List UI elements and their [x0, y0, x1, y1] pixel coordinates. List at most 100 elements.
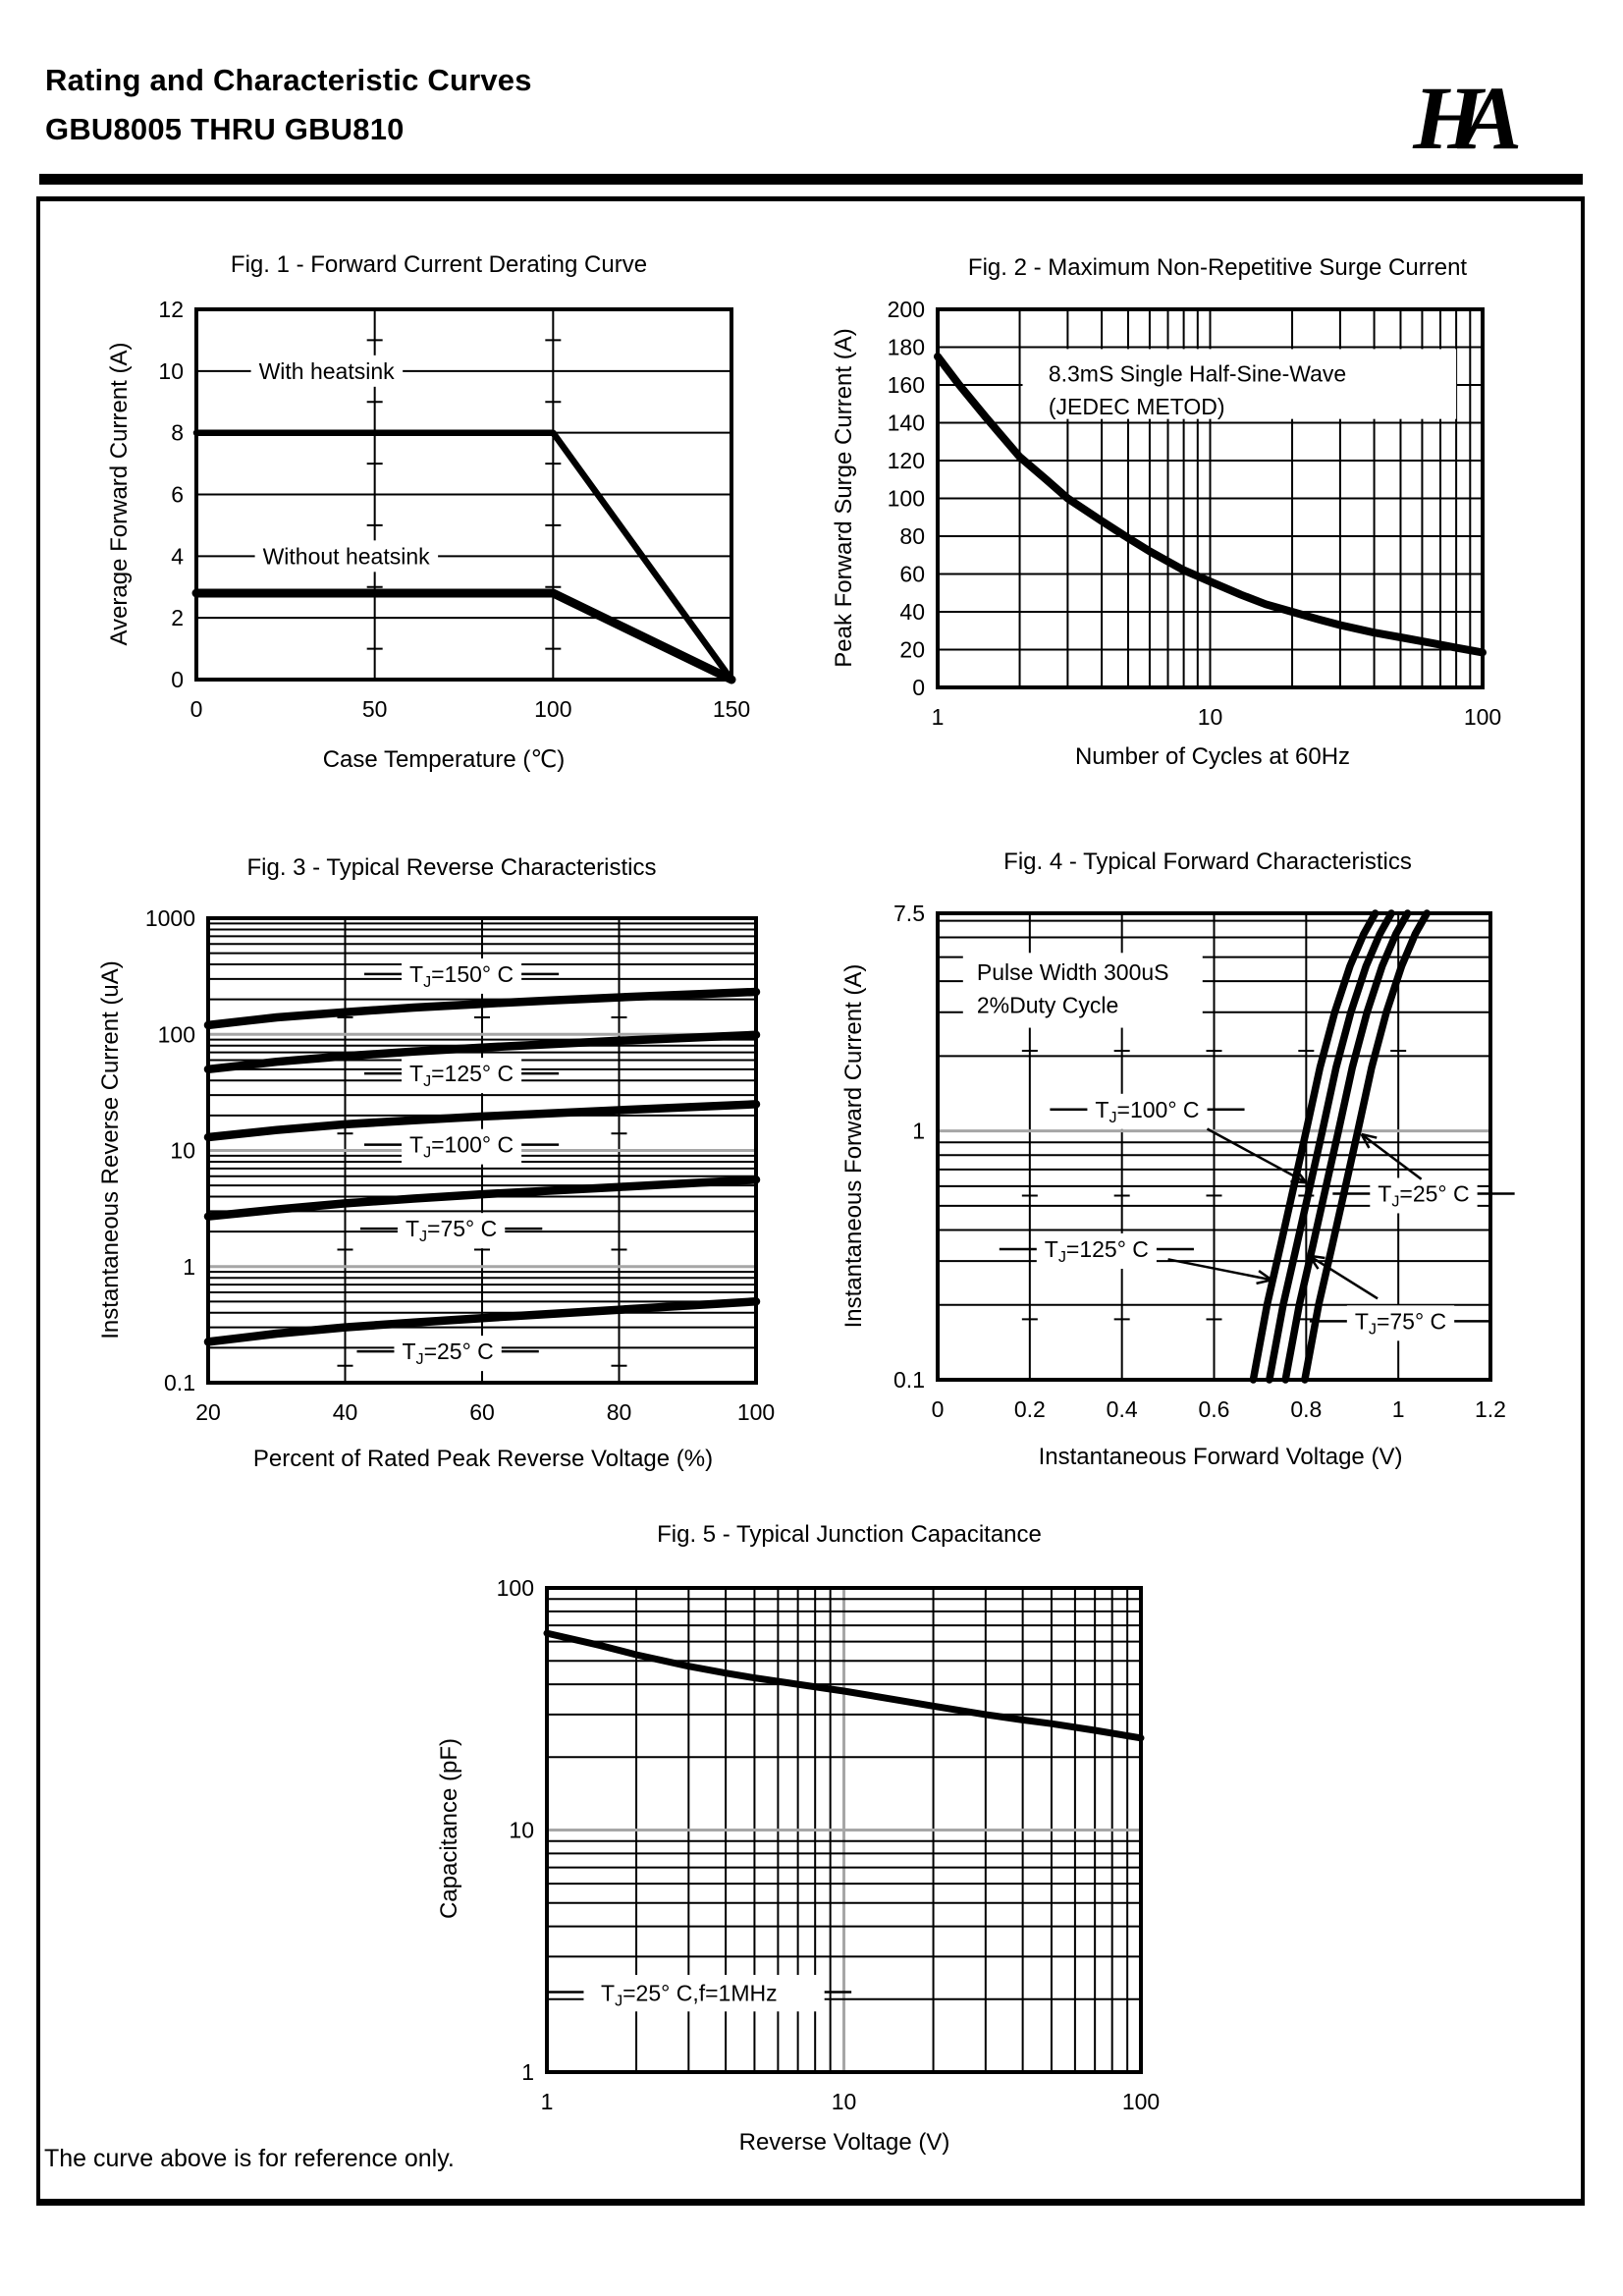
tick-labels: 0 0.2 0.4 0.6 0.8 1 1.2 0.1 1 7.5 [893, 901, 1506, 1422]
y-tick-label: 20 [899, 637, 925, 663]
x-tick-label: 60 [469, 1399, 495, 1425]
tick-labels: 1 10 100 0 20 40 60 80 100 120 140 160 180 200 [888, 297, 1502, 730]
y-tick-label: 80 [899, 523, 925, 549]
fig5-plot: TJ=25° C,f=1MHz 1 10 100 1 10 100 [497, 1575, 1161, 2114]
curve-without-heatsink [191, 588, 736, 684]
x-tick-label: 20 [195, 1399, 221, 1425]
figure-2-x-axis-title: Number of Cycles at 60Hz [1074, 743, 1351, 770]
series-label: TJ=75° C [359, 1213, 543, 1249]
x-tick-label: 10 [1198, 704, 1223, 730]
curve-with-heatsink [192, 429, 735, 683]
annotation-text: Pulse Width 300uS [977, 959, 1169, 985]
plot-border [194, 307, 733, 682]
curve-tj-150 [203, 987, 761, 1030]
y-tick-label: 140 [888, 410, 925, 436]
plot-border [936, 307, 1485, 689]
fig2-plot: 8.3mS Single Half-Sine-Wave (JEDEC METOD)… [888, 297, 1502, 730]
curve-junction-capacitance [543, 1629, 1145, 1742]
header-rule [39, 174, 1583, 185]
y-tick-label: 2 [171, 605, 184, 630]
annotation-text: TJ=25° C,f=1MHz [601, 1981, 778, 2010]
tick-labels: 0 50 100 150 0 2 4 6 8 10 12 [158, 297, 750, 722]
curves [203, 987, 761, 1346]
y-tick-label: 60 [899, 562, 925, 587]
curves [1249, 909, 1432, 1384]
company-logo: HA [1413, 68, 1522, 168]
x-tick-label: 100 [737, 1399, 775, 1425]
pointer-arrow [1206, 1127, 1308, 1184]
x-tick-label: 150 [713, 696, 750, 722]
y-tick-label: 200 [888, 297, 925, 322]
plot-border [936, 911, 1492, 1382]
reference-note: The curve above is for reference only. [44, 2145, 455, 2172]
plot-border [206, 916, 758, 1385]
x-tick-label: 1 [932, 704, 945, 730]
x-tick-label: 0.6 [1199, 1396, 1230, 1422]
annotation: Pulse Width 300uS 2%Duty Cycle [962, 953, 1203, 1028]
curve-tj-25 [1301, 909, 1432, 1384]
x-tick-label: 0.8 [1290, 1396, 1322, 1422]
pointer-arrow [1308, 1254, 1379, 1300]
annotation: TJ=25° C,f=1MHz [547, 1975, 852, 2012]
series-label: TJ=150° C [364, 957, 560, 994]
series-label-text: Without heatsink [263, 543, 431, 569]
series-label-text: With heatsink [259, 358, 396, 384]
x-tick-label: 10 [832, 2089, 857, 2114]
x-tick-label: 0 [932, 1396, 945, 1422]
figure-2-title: Fig. 2 - Maximum Non-Repetitive Surge Cu… [967, 254, 1468, 281]
figure-1-x-axis-title: Case Temperature (℃) [322, 746, 566, 773]
series-label-text: TJ=125° C [1045, 1236, 1149, 1266]
annotation-text: 2%Duty Cycle [977, 993, 1118, 1018]
figure-3-x-axis-title: Percent of Rated Peak Reverse Voltage (%… [252, 1446, 714, 1472]
curve-tj-25 [203, 1297, 761, 1346]
curve-tj-75 [203, 1175, 761, 1221]
y-tick-label: 6 [171, 482, 184, 508]
tick-labels: 20 40 60 80 100 0.1 1 10 100 1000 [145, 905, 775, 1425]
plot-border [545, 1586, 1143, 2074]
series-label: Without heatsink [254, 540, 439, 573]
pointer-arrow [1167, 1258, 1272, 1285]
y-tick-label: 1 [521, 2059, 534, 2085]
curve-tj-100 [203, 1100, 761, 1142]
y-tick-label: 1000 [145, 905, 195, 931]
figure-2-chart: 8.3mS Single Half-Sine-Wave (JEDEC METOD)… [842, 293, 1510, 735]
series-label-text: TJ=25° C [1378, 1180, 1469, 1210]
y-tick-label: 4 [171, 543, 184, 569]
x-tick-label: 0.4 [1107, 1396, 1138, 1422]
x-tick-label: 1 [541, 2089, 554, 2114]
series-label-text: TJ=150° C [409, 961, 514, 991]
curve-tj-75 [1281, 909, 1412, 1384]
x-tick-label: 1.2 [1475, 1396, 1506, 1422]
series-label-text: TJ=75° C [1355, 1308, 1446, 1338]
y-tick-label: 1 [912, 1119, 925, 1144]
annotation-text: (JEDEC METOD) [1049, 394, 1225, 419]
y-tick-label: 10 [158, 358, 184, 384]
pointer-arrow [1360, 1132, 1423, 1180]
y-tick-label: 0.1 [164, 1370, 195, 1395]
curve-tj-100 [1266, 909, 1395, 1384]
annotation-text: 8.3mS Single Half-Sine-Wave [1049, 360, 1346, 386]
page-title: Rating and Characteristic Curves [45, 63, 532, 97]
figure-5-title: Fig. 5 - Typical Junction Capacitance [657, 1521, 1042, 1548]
y-tick-label: 40 [899, 599, 925, 625]
y-tick-label: 160 [888, 372, 925, 398]
figure-4-chart: Pulse Width 300uS 2%Duty Cycle TJ=100° C TJ… [842, 897, 1520, 1432]
fig3-plot: TJ=150° C TJ=125° C TJ=100° C TJ=75° C TJ=25… [145, 905, 775, 1425]
curve-tj-125 [1249, 909, 1380, 1384]
series-label-text: TJ=125° C [409, 1061, 514, 1090]
y-tick-label: 120 [888, 448, 925, 473]
y-tick-label: 0 [171, 667, 184, 692]
series-label-text: TJ=100° C [1095, 1097, 1199, 1126]
y-tick-label: 10 [509, 1818, 534, 1843]
figure-5-x-axis-title: Reverse Voltage (V) [738, 2129, 950, 2156]
y-tick-label: 0.1 [893, 1367, 925, 1393]
y-tick-label: 8 [171, 420, 184, 446]
figure-3-chart: TJ=150° C TJ=125° C TJ=100° C TJ=75° C TJ=25… [116, 902, 784, 1437]
x-tick-label: 80 [607, 1399, 632, 1425]
y-tick-label: 180 [888, 335, 925, 360]
figure-4-title: Fig. 4 - Typical Forward Characteristics [1003, 848, 1412, 875]
series-label: TJ=25° C [356, 1336, 539, 1372]
fig1-plot: With heatsink Without heatsink 0 50 100 150 0 2… [158, 297, 750, 722]
curves [191, 429, 736, 684]
